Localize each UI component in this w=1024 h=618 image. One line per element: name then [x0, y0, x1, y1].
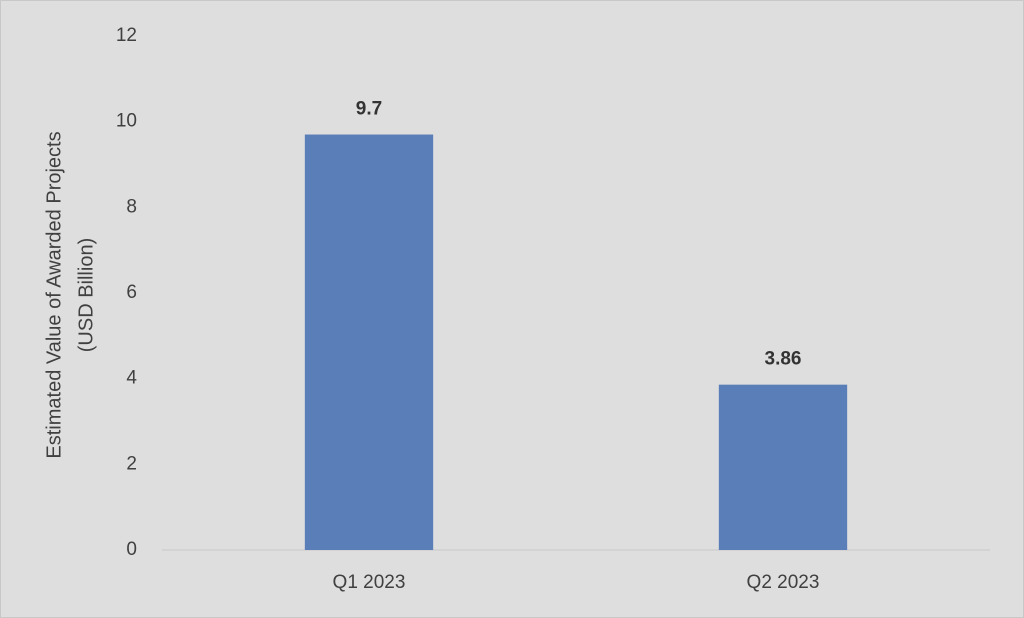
- bar: [304, 134, 434, 550]
- y-tick-label: 8: [126, 196, 137, 217]
- y-tick-label: 0: [126, 539, 137, 560]
- y-axis-title-line: Estimated Value of Awarded Projects: [43, 131, 65, 458]
- y-tick-label: 10: [116, 111, 137, 132]
- x-tick-label: Q2 2023: [747, 572, 820, 593]
- value-label: 9.7: [356, 99, 382, 120]
- y-tick-label: 4: [126, 368, 137, 389]
- bar: [718, 384, 848, 550]
- y-tick-label: 2: [126, 453, 137, 474]
- y-axis-title-line: (USD Billion): [75, 238, 97, 352]
- value-label: 3.86: [765, 349, 802, 370]
- y-axis-title: Estimated Value of Awarded Projects (USD…: [43, 131, 97, 458]
- y-tick-label: 6: [126, 282, 137, 303]
- x-tick-label: Q1 2023: [333, 572, 406, 593]
- y-tick-label: 12: [116, 25, 137, 46]
